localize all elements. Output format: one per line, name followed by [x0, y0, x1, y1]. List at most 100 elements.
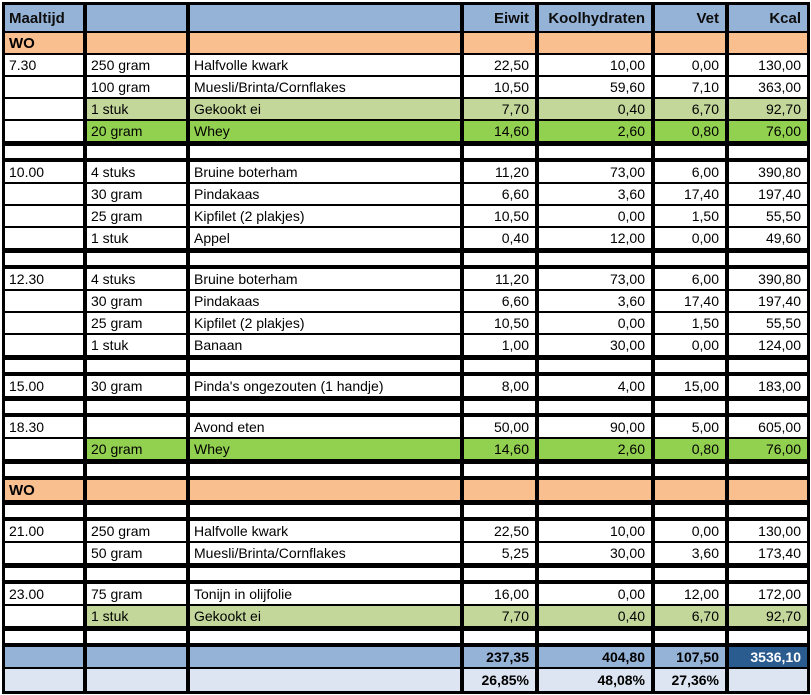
cell-eiwit[interactable]: 11,20 [464, 269, 539, 289]
cell-amount[interactable]: 100 gram [87, 77, 190, 97]
cell-kcal[interactable]: 76,00 [729, 121, 807, 141]
cell-vet[interactable] [655, 33, 729, 53]
cell-vet[interactable]: 17,40 [655, 184, 729, 204]
cell-amount[interactable] [87, 631, 190, 643]
cell-food[interactable]: Kipfilet (2 plakjes) [190, 206, 464, 226]
cell-maaltijd[interactable] [5, 228, 87, 248]
cell-food[interactable] [190, 401, 464, 413]
cell-food[interactable] [190, 669, 464, 691]
cell-eiwit[interactable] [464, 146, 539, 158]
cell-koolhydraten[interactable]: 0,00 [539, 206, 655, 226]
cell-maaltijd[interactable] [5, 360, 87, 372]
cell-kcal[interactable]: 124,00 [729, 335, 807, 355]
cell-eiwit[interactable]: 22,50 [464, 521, 539, 541]
cell-kcal[interactable] [729, 33, 807, 53]
cell-koolhydraten[interactable] [539, 360, 655, 372]
cell-koolhydraten[interactable]: 30,00 [539, 335, 655, 355]
cell-kcal[interactable] [729, 401, 807, 413]
cell-vet[interactable]: 1,50 [655, 206, 729, 226]
cell-maaltijd[interactable]: 21.00 [5, 521, 87, 541]
cell-food[interactable]: Kipfilet (2 plakjes) [190, 313, 464, 333]
cell-amount[interactable] [87, 146, 190, 158]
cell-vet[interactable] [655, 253, 729, 265]
cell-amount[interactable]: 50 gram [87, 543, 190, 563]
cell-maaltijd[interactable] [5, 669, 87, 691]
cell-vet[interactable]: 6,00 [655, 269, 729, 289]
cell-eiwit[interactable] [464, 631, 539, 643]
cell-food[interactable] [190, 480, 464, 500]
cell-maaltijd[interactable]: 7.30 [5, 55, 87, 75]
cell-vet[interactable]: 5,00 [655, 417, 729, 437]
cell-food[interactable] [190, 631, 464, 643]
cell-kcal[interactable]: 197,40 [729, 291, 807, 311]
cell-amount[interactable]: 25 gram [87, 206, 190, 226]
cell-koolhydraten[interactable]: 3,60 [539, 291, 655, 311]
cell-food[interactable]: Tonijn in olijfolie [190, 584, 464, 604]
cell-kcal[interactable]: 197,40 [729, 184, 807, 204]
cell-koolhydraten[interactable]: 0,40 [539, 606, 655, 626]
cell-vet[interactable] [655, 401, 729, 413]
cell-maaltijd[interactable]: 23.00 [5, 584, 87, 604]
cell-kcal[interactable]: 3536,10 [729, 647, 807, 667]
cell-maaltijd[interactable] [5, 606, 87, 626]
cell-maaltijd[interactable] [5, 253, 87, 265]
cell-food[interactable] [190, 464, 464, 476]
cell-koolhydraten[interactable] [539, 146, 655, 158]
cell-food[interactable]: Whey [190, 439, 464, 459]
cell-amount[interactable] [87, 568, 190, 580]
cell-amount[interactable]: 1 stuk [87, 228, 190, 248]
cell-eiwit[interactable]: 16,00 [464, 584, 539, 604]
cell-vet[interactable] [655, 464, 729, 476]
cell-food[interactable]: Halfvolle kwark [190, 521, 464, 541]
cell-amount[interactable] [87, 417, 190, 437]
cell-kcal[interactable]: 130,00 [729, 521, 807, 541]
cell-koolhydraten[interactable]: 0,40 [539, 99, 655, 119]
cell-vet[interactable]: 12,00 [655, 584, 729, 604]
cell-maaltijd[interactable] [5, 77, 87, 97]
cell-koolhydraten[interactable] [539, 253, 655, 265]
header-cell-vet[interactable]: Vet [655, 5, 729, 31]
cell-amount[interactable]: 1 stuk [87, 99, 190, 119]
header-cell-amount[interactable] [87, 5, 190, 31]
cell-maaltijd[interactable] [5, 505, 87, 517]
cell-eiwit[interactable] [464, 33, 539, 53]
cell-vet[interactable]: 3,60 [655, 543, 729, 563]
cell-amount[interactable] [87, 647, 190, 667]
header-cell-koolhydraten[interactable]: Koolhydraten [539, 5, 655, 31]
cell-koolhydraten[interactable]: 30,00 [539, 543, 655, 563]
cell-kcal[interactable]: 173,40 [729, 543, 807, 563]
cell-food[interactable]: Bruine boterham [190, 269, 464, 289]
cell-koolhydraten[interactable]: 73,00 [539, 162, 655, 182]
cell-food[interactable] [190, 505, 464, 517]
cell-amount[interactable]: 250 gram [87, 55, 190, 75]
cell-food[interactable]: Gekookt ei [190, 99, 464, 119]
cell-kcal[interactable] [729, 568, 807, 580]
cell-eiwit[interactable]: 22,50 [464, 55, 539, 75]
cell-kcal[interactable] [729, 146, 807, 158]
cell-vet[interactable] [655, 631, 729, 643]
cell-kcal[interactable] [729, 464, 807, 476]
cell-food[interactable]: Appel [190, 228, 464, 248]
cell-vet[interactable]: 27,36% [655, 669, 729, 691]
cell-vet[interactable]: 0,00 [655, 335, 729, 355]
cell-kcal[interactable] [729, 480, 807, 500]
cell-vet[interactable]: 0,80 [655, 121, 729, 141]
cell-kcal[interactable]: 130,00 [729, 55, 807, 75]
cell-amount[interactable]: 20 gram [87, 439, 190, 459]
header-cell-maaltijd[interactable]: Maaltijd [5, 5, 87, 31]
cell-koolhydraten[interactable] [539, 568, 655, 580]
cell-amount[interactable] [87, 505, 190, 517]
cell-koolhydraten[interactable] [539, 505, 655, 517]
cell-kcal[interactable] [729, 360, 807, 372]
cell-koolhydraten[interactable]: 2,60 [539, 439, 655, 459]
cell-maaltijd[interactable]: 15.00 [5, 376, 87, 396]
cell-eiwit[interactable] [464, 568, 539, 580]
cell-amount[interactable]: 1 stuk [87, 335, 190, 355]
cell-koolhydraten[interactable] [539, 33, 655, 53]
cell-maaltijd[interactable] [5, 206, 87, 226]
cell-eiwit[interactable]: 10,50 [464, 77, 539, 97]
cell-eiwit[interactable] [464, 480, 539, 500]
cell-maaltijd[interactable]: 18.30 [5, 417, 87, 437]
cell-kcal[interactable]: 76,00 [729, 439, 807, 459]
cell-vet[interactable] [655, 568, 729, 580]
